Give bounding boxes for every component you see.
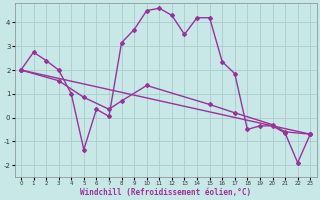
X-axis label: Windchill (Refroidissement éolien,°C): Windchill (Refroidissement éolien,°C) xyxy=(80,188,251,197)
